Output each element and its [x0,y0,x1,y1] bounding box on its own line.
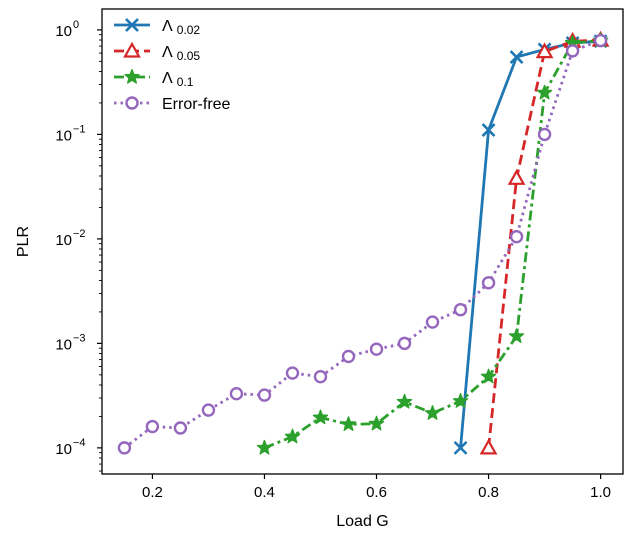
data-point [536,84,553,100]
data-point [593,33,608,48]
y-tick-exponent: −4 [73,437,86,449]
data-point [201,403,216,417]
legend-item: Λ 0.02 [114,18,200,37]
legend-item: Error-free [114,96,231,113]
x-tick-label: 0.6 [366,484,387,501]
data-point [313,369,328,384]
data-point [537,127,552,142]
data-point [509,229,524,244]
legend-marker [125,18,139,32]
data-point [368,415,385,431]
data-point [369,342,384,356]
series-layer [117,30,610,455]
data-point [452,393,469,408]
legend-marker [124,68,140,84]
data-point [341,349,356,364]
data-point [507,169,526,185]
y-tick-exponent: −3 [73,332,86,344]
x-tick-label: 0.2 [142,484,163,501]
y-tick-exponent: 0 [73,19,79,31]
data-point [284,428,301,444]
data-point [480,368,497,384]
data-point [397,336,412,351]
y-tick-label: 10 [55,23,72,40]
data-point [535,42,554,59]
data-point [453,440,468,455]
x-tick-label: 0.8 [478,484,499,501]
legend-marker [125,96,139,110]
data-point [312,409,329,425]
y-axis-label: PLR [15,226,32,257]
legend: Λ 0.02 Λ 0.05 Λ 0.1 Error-free [114,18,231,113]
data-point [508,328,525,343]
data-point [285,366,300,380]
data-point [173,421,188,435]
legend-label: Λ 0.02 [162,18,200,37]
plot-frame [101,8,624,475]
x-tick-label: 0.4 [254,484,275,501]
data-point [453,303,468,317]
data-point [565,44,580,58]
data-point [481,276,496,290]
data-point [509,50,524,64]
legend-label: Λ 0.05 [162,44,200,63]
y-tick-label: 10 [55,441,72,458]
data-point [424,405,441,420]
y-tick-exponent: −2 [73,228,86,240]
x-axis-label: Load G [336,513,388,530]
data-point [481,123,496,137]
legend-item: Λ 0.1 [114,68,194,89]
y-tick-label: 10 [55,127,72,144]
data-point [425,315,440,329]
y-tick-label: 10 [55,232,72,249]
legend-item: Λ 0.05 [114,41,200,63]
data-point [479,438,498,455]
x-axis-ticks: 0.2 0.4 0.6 0.8 1.0 [142,474,611,501]
legend-marker [123,41,141,58]
series-4 [117,33,608,455]
data-point [229,386,244,401]
data-point [256,439,273,455]
y-tick-label: 10 [55,336,72,353]
data-point [257,388,272,402]
legend-label: Error-free [162,96,231,113]
data-point [340,416,357,431]
series-line [123,39,602,449]
x-tick-label: 1.0 [590,484,611,501]
legend-label: Λ 0.1 [162,70,194,89]
data-point [145,419,160,434]
data-point [117,441,132,455]
data-point [396,393,413,409]
y-tick-exponent: −1 [73,123,86,135]
